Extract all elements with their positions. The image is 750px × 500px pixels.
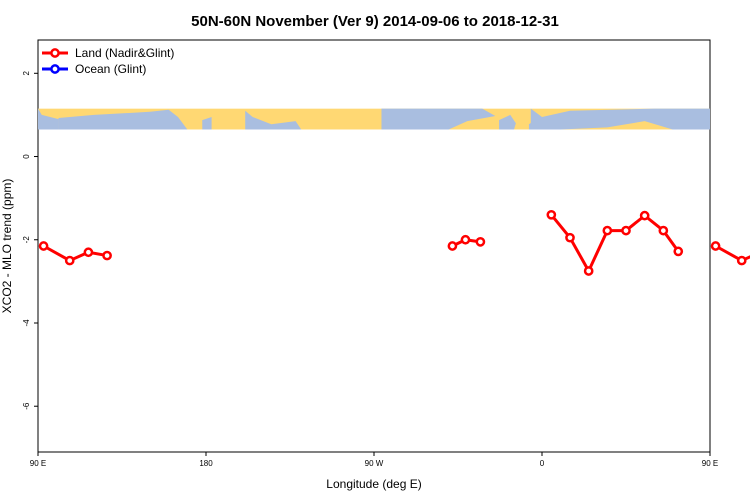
x-tick-label: 90 E — [702, 459, 718, 468]
map-land-shape — [202, 116, 212, 130]
data-point — [602, 225, 613, 236]
y-tick-label: 0 — [22, 154, 31, 159]
data-point — [546, 209, 557, 220]
data-point — [38, 241, 49, 251]
map-land-shape — [58, 109, 188, 130]
y-tick-label: -6 — [22, 402, 31, 410]
plot-area: 90 E 180 90 W 0 90 E 2 0 -2 -4 -6 — [22, 39, 750, 468]
map-land-shape — [38, 108, 59, 130]
y-tick-label: -2 — [22, 236, 31, 244]
data-point — [639, 210, 650, 221]
data-point — [64, 255, 75, 266]
axes: 90 E 180 90 W 0 90 E 2 0 -2 -4 -6 — [22, 71, 718, 468]
legend: Land (Nadir&Glint) Ocean (Glint) — [42, 46, 174, 76]
y-axis-label: XCO2 - MLO trend (ppm) — [0, 179, 14, 314]
data-point — [565, 232, 575, 243]
y-tick-label: 2 — [22, 71, 31, 76]
series-line — [714, 244, 750, 263]
x-tick-label: 90 E — [30, 459, 46, 468]
data-point — [583, 266, 594, 276]
series-layer — [38, 209, 750, 276]
series-line — [42, 244, 108, 263]
map-land-shape — [381, 108, 496, 130]
data-point — [710, 241, 721, 251]
x-axis-label: Longitude (deg E) — [326, 477, 421, 491]
map-strip — [38, 108, 710, 130]
series-line — [550, 213, 680, 273]
data-point — [736, 255, 747, 266]
map-land-shape — [245, 110, 302, 130]
x-tick-label: 180 — [199, 459, 213, 468]
data-point — [83, 247, 94, 258]
y-tick-label: -4 — [22, 319, 31, 327]
data-point — [460, 234, 471, 245]
chart-title: 50N-60N November (Ver 9) 2014-09-06 to 2… — [191, 13, 559, 30]
data-point — [658, 225, 669, 236]
map-land-shape — [499, 114, 516, 130]
legend-swatch-marker — [50, 64, 60, 74]
x-tick-label: 0 — [540, 459, 545, 468]
data-point — [447, 241, 458, 251]
data-point — [621, 225, 631, 236]
plot-frame — [37, 39, 711, 453]
legend-entry-label: Ocean (Glint) — [75, 62, 146, 76]
x-tick-label: 90 W — [365, 459, 384, 468]
legend-swatch-marker — [50, 48, 60, 58]
legend-entry-label: Land (Nadir&Glint) — [75, 46, 174, 60]
map-land-shape — [530, 108, 710, 130]
data-point — [102, 250, 112, 261]
data-point — [673, 246, 684, 257]
data-point — [475, 236, 486, 247]
